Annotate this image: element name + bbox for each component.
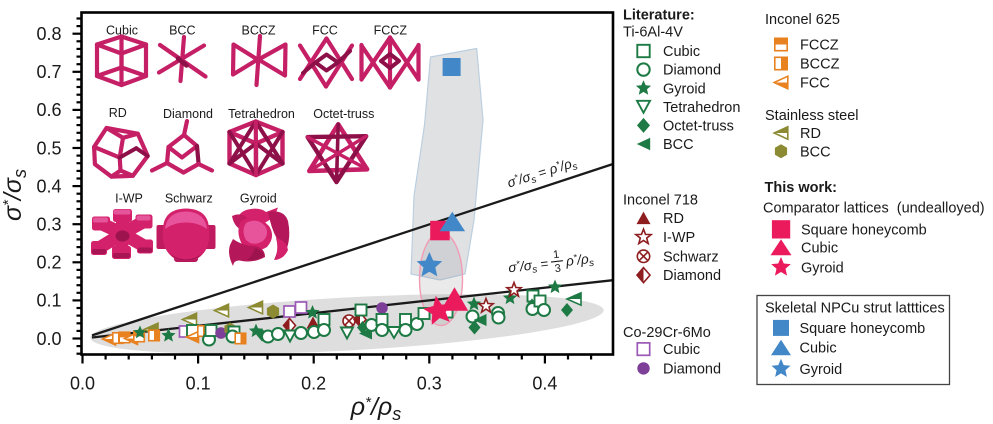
- svg-text:Gyroid: Gyroid: [800, 362, 843, 378]
- svg-text:3: 3: [554, 263, 561, 276]
- svg-text:Cubic: Cubic: [800, 341, 837, 357]
- svg-text:Ti-6Al-4V: Ti-6Al-4V: [623, 25, 683, 41]
- svg-text:Cubic: Cubic: [663, 44, 700, 60]
- svg-text:σ*/σs: σ*/σs: [0, 169, 30, 221]
- svg-text:0.4: 0.4: [36, 176, 61, 196]
- svg-text:Diamond: Diamond: [163, 107, 213, 121]
- svg-text:FCC: FCC: [800, 76, 830, 92]
- svg-text:Skeletal NPCu strut latttices: Skeletal NPCu strut latttices: [765, 300, 945, 316]
- svg-text:BCC: BCC: [800, 144, 831, 160]
- svg-text:BCCZ: BCCZ: [241, 24, 275, 38]
- svg-text:Diamond: Diamond: [663, 268, 721, 284]
- svg-text:0.1: 0.1: [186, 374, 211, 394]
- svg-text:BCC: BCC: [169, 24, 195, 38]
- svg-text:ρ*/ρs: ρ*/ρs: [564, 250, 595, 272]
- svg-text:Tetrahedron: Tetrahedron: [663, 100, 740, 116]
- svg-text:0.5: 0.5: [36, 138, 61, 158]
- svg-text:RD: RD: [109, 106, 127, 120]
- svg-text:BCCZ: BCCZ: [800, 57, 840, 73]
- svg-text:0.4: 0.4: [532, 374, 557, 394]
- svg-text:Octet-truss: Octet-truss: [313, 107, 374, 121]
- svg-text:0.6: 0.6: [36, 100, 61, 120]
- svg-text:Literature:: Literature:: [623, 8, 695, 24]
- svg-text:BCC: BCC: [663, 137, 694, 153]
- svg-text:RD: RD: [800, 126, 821, 142]
- svg-text:FCCZ: FCCZ: [374, 24, 408, 38]
- svg-text:Schwarz: Schwarz: [165, 192, 213, 206]
- svg-text:Stainless steel: Stainless steel: [765, 108, 859, 124]
- svg-text:Schwarz: Schwarz: [663, 249, 719, 265]
- svg-text:0.3: 0.3: [36, 215, 61, 235]
- svg-text:0.8: 0.8: [36, 24, 61, 44]
- svg-text:Cubic: Cubic: [663, 342, 700, 358]
- svg-text:I-WP: I-WP: [663, 230, 695, 246]
- svg-text:Cubic: Cubic: [106, 24, 138, 38]
- svg-text:Gyroid: Gyroid: [240, 192, 277, 206]
- svg-text:Octet-truss: Octet-truss: [663, 119, 734, 135]
- svg-text:I-WP: I-WP: [115, 192, 143, 206]
- svg-text:Co-29Cr-6Mo: Co-29Cr-6Mo: [623, 325, 711, 341]
- svg-text:0.3: 0.3: [417, 374, 442, 394]
- svg-text:RD: RD: [663, 211, 684, 227]
- svg-text:0.1: 0.1: [36, 291, 61, 311]
- svg-text:0.7: 0.7: [36, 62, 61, 82]
- svg-text:Inconel 625: Inconel 625: [765, 12, 840, 28]
- svg-text:0.2: 0.2: [301, 374, 326, 394]
- svg-text:Square honeycomb: Square honeycomb: [801, 222, 927, 238]
- svg-text:FCC: FCC: [312, 24, 338, 38]
- svg-text:Comparator lattices (undeallo: Comparator lattices (undealloyed): [763, 201, 985, 217]
- svg-text:0.0: 0.0: [70, 374, 95, 394]
- svg-text:Gyroid: Gyroid: [801, 260, 844, 276]
- svg-text:Diamond: Diamond: [663, 63, 721, 79]
- svg-text:Diamond: Diamond: [663, 362, 721, 378]
- svg-text:1: 1: [552, 249, 559, 262]
- svg-text:Inconel 718: Inconel 718: [623, 193, 698, 209]
- svg-text:Tetrahedron: Tetrahedron: [228, 107, 295, 121]
- svg-text:Square honeycomb: Square honeycomb: [800, 321, 926, 337]
- svg-text:0.0: 0.0: [36, 329, 61, 349]
- svg-text:0.2: 0.2: [36, 253, 61, 273]
- svg-text:Gyroid: Gyroid: [663, 81, 706, 97]
- svg-text:Cubic: Cubic: [801, 240, 838, 256]
- svg-text:FCCZ: FCCZ: [800, 38, 839, 54]
- svg-text:This work:: This work:: [765, 180, 838, 196]
